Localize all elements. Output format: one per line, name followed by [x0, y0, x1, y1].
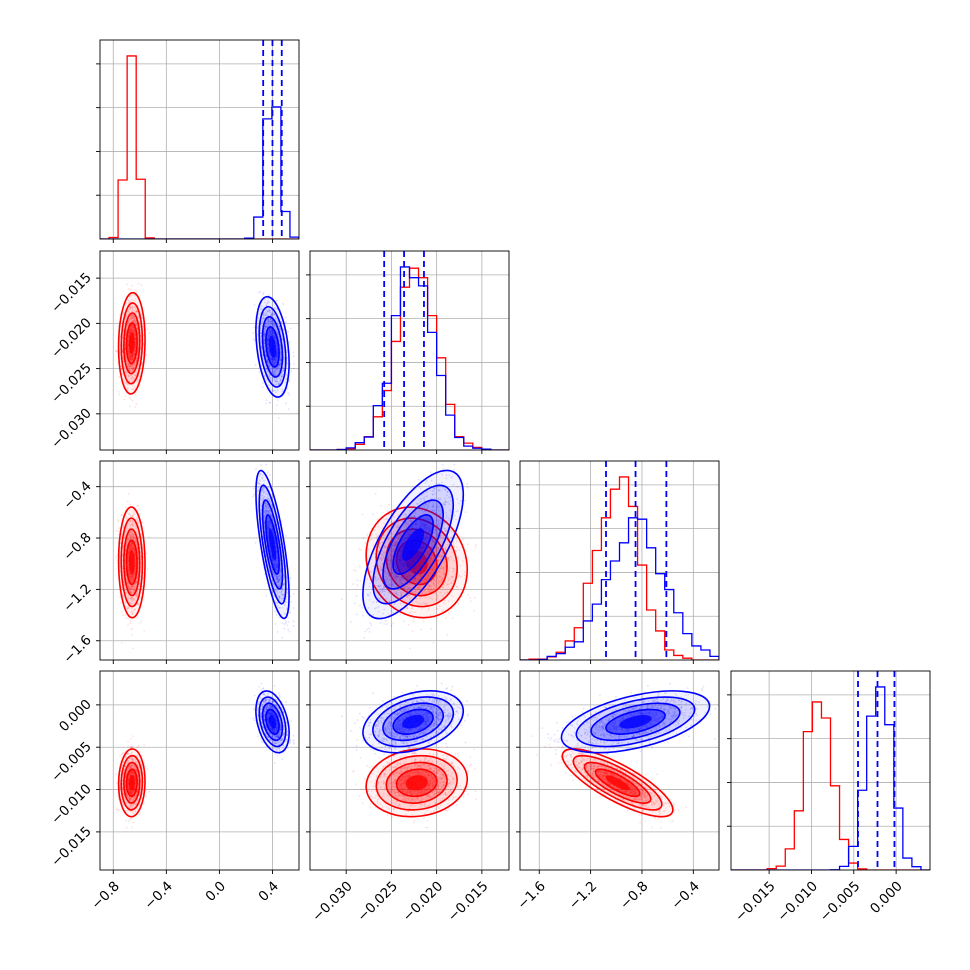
y-tick-label: −0.015	[48, 270, 95, 317]
contour-series-1	[402, 528, 425, 561]
x-tick-label: −0.4	[668, 878, 702, 912]
panel-frame	[99, 39, 300, 240]
histogram-series-1	[100, 106, 299, 239]
y-tick-label: −0.010	[48, 781, 95, 828]
y-tick-label: −1.6	[60, 632, 94, 666]
histogram-series-1	[731, 686, 930, 870]
y-tick-label: −0.4	[60, 478, 94, 512]
histogram-series-0	[731, 701, 930, 870]
contour-series-1	[268, 714, 277, 729]
x-tick-label: −0.025	[354, 878, 401, 925]
panel-p4-p4: −0.015−0.010−0.005 0.000	[727, 670, 931, 925]
panel-frame	[730, 670, 931, 871]
contour-series-1	[402, 714, 425, 729]
panel-frame	[519, 460, 720, 661]
contour-series-0	[128, 332, 135, 355]
y-tick-label: −0.015	[48, 823, 95, 870]
contour-series-0	[128, 775, 135, 791]
x-tick-label: 0.0	[203, 878, 230, 905]
panel-p2-p2	[306, 250, 510, 454]
panel-p3-p3	[516, 460, 720, 664]
y-tick-label: −0.8	[60, 530, 94, 564]
contour-series-1	[268, 335, 277, 358]
grid	[100, 40, 299, 239]
x-tick-label: −0.8	[617, 878, 651, 912]
x-tick-label: −1.6	[514, 878, 548, 912]
x-tick-label: −0.015	[732, 878, 779, 925]
contour-series-0	[128, 550, 135, 575]
panel-p2-p3	[306, 460, 510, 664]
histogram-series-0	[310, 267, 509, 450]
x-tick-label: −0.015	[445, 878, 492, 925]
y-tick-label: 0.000	[56, 696, 95, 735]
y-tick-label: −0.025	[48, 360, 95, 407]
panel-frame	[99, 250, 300, 451]
x-tick-label: 0.000	[867, 878, 906, 917]
panel-frame	[99, 670, 300, 871]
panel-p1-p3: −1.6 −1.2 −0.8 −0.4	[60, 460, 300, 667]
panel-p2-p4: −0.030−0.025−0.020−0.015	[306, 670, 510, 925]
histogram-series-0	[520, 476, 719, 660]
panel-p1-p4: −0.8 −0.4 0.0 0.4 −0.015−0.010−0.005 0.000	[48, 670, 300, 913]
y-tick-label: −1.2	[60, 581, 94, 615]
panel-frame	[309, 670, 510, 871]
contour-series-0	[605, 775, 630, 791]
x-tick-label: −1.2	[566, 878, 600, 912]
x-tick-label: 0.4	[256, 878, 283, 905]
panel-p1-p2: −0.030−0.025−0.020−0.015	[48, 250, 300, 454]
contour-series-0	[405, 775, 428, 791]
x-tick-label: −0.005	[817, 878, 864, 925]
y-tick-label: −0.030	[48, 405, 95, 452]
contour-series-1	[619, 715, 652, 729]
y-tick-label: −0.020	[48, 315, 95, 362]
x-tick-label: −0.4	[141, 878, 175, 912]
panel-p3-p4: −1.6 −1.2 −0.8 −0.4	[514, 670, 720, 913]
panel-frame	[309, 250, 510, 451]
panel-frame	[99, 460, 300, 661]
panel-frame	[519, 670, 720, 871]
histogram-series-1	[310, 266, 509, 450]
y-tick-label: −0.005	[48, 739, 95, 786]
x-tick-label: −0.020	[400, 878, 447, 925]
histogram-series-0	[100, 55, 299, 239]
contour-series-1	[268, 528, 277, 561]
x-tick-label: −0.8	[88, 878, 122, 912]
x-tick-label: −0.030	[309, 878, 356, 925]
panel-p1-p1	[96, 39, 300, 243]
grid	[100, 461, 299, 660]
histogram-series-1	[520, 517, 719, 660]
panel-frame	[309, 460, 510, 661]
x-tick-label: −0.010	[774, 878, 821, 925]
